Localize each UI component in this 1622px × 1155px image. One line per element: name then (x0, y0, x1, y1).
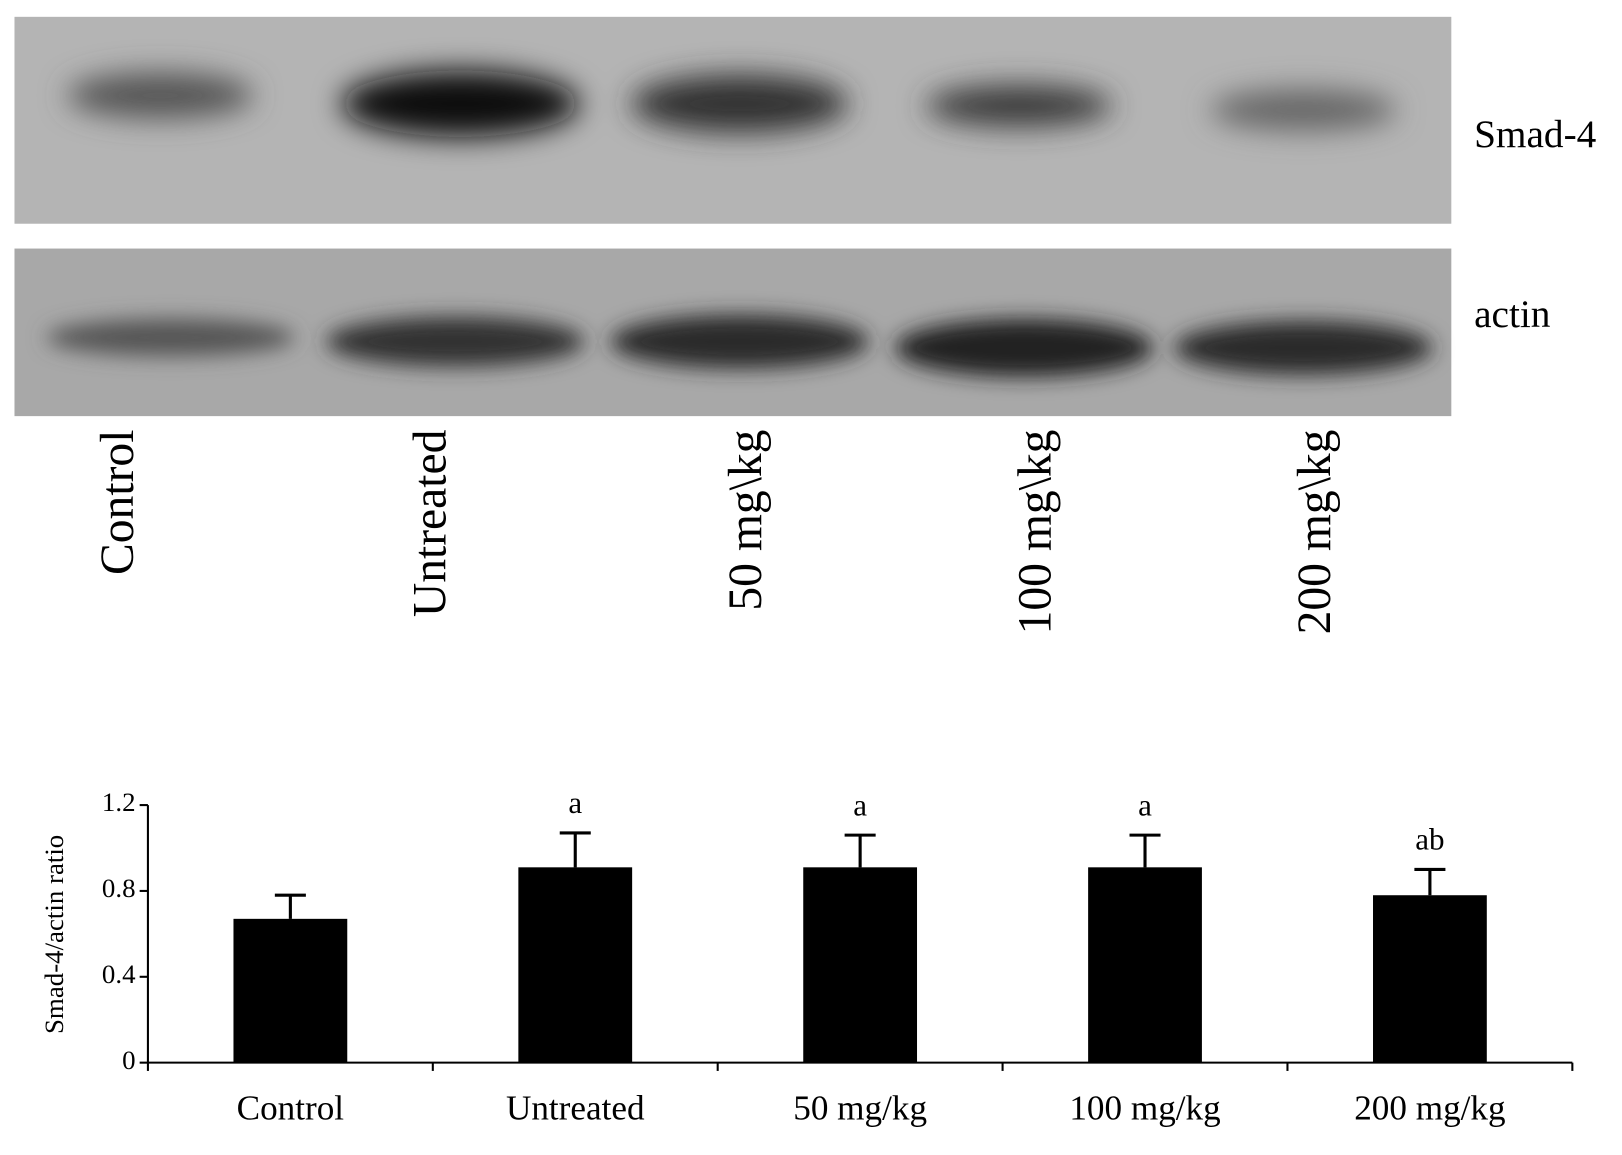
band (67, 72, 254, 119)
band (46, 318, 295, 357)
error-bar (1414, 867, 1446, 896)
y-tick-label: 0.8 (102, 873, 136, 903)
x-tick-label: 200 mg/kg (1354, 1088, 1505, 1127)
bar (233, 918, 348, 1063)
error-bar (1129, 833, 1161, 868)
y-tick-label: 0 (122, 1045, 135, 1075)
significance-label: a (853, 787, 867, 822)
y-tick-label: 1.2 (102, 787, 136, 817)
row-label: actin (1474, 292, 1551, 336)
lane-label: 100 mg\kg (1010, 430, 1062, 635)
x-tick-label: Control (237, 1088, 345, 1127)
lane-label: Untreated (404, 429, 456, 617)
bands (46, 314, 1433, 377)
band (894, 318, 1154, 377)
y-axis-label: Smad-4/actin ratio (39, 835, 69, 1034)
bar (803, 867, 918, 1063)
lane-label: 50 mg\kg (720, 430, 772, 611)
error-bar (844, 833, 876, 868)
band (325, 316, 585, 367)
blot-smad4 (14, 16, 1452, 224)
lane-label: Control (92, 430, 144, 575)
bands (67, 70, 1397, 137)
row-label: Smad-4 (1474, 112, 1597, 156)
blot-actin (14, 248, 1452, 417)
significance-label: a (1138, 787, 1152, 822)
error-bar (559, 831, 591, 868)
x-tick-label: 100 mg/kg (1069, 1088, 1220, 1127)
bar (518, 867, 633, 1063)
x-tick-label: Untreated (506, 1088, 645, 1127)
lane-label: 200 mg\kg (1289, 430, 1341, 635)
y-tick-label: 0.4 (102, 959, 136, 989)
significance-label: a (568, 785, 582, 820)
band (1210, 89, 1397, 131)
band (341, 70, 580, 137)
x-tick-label: 50 mg/kg (793, 1088, 927, 1127)
bar (1373, 895, 1487, 1063)
band (610, 314, 869, 369)
significance-label: ab (1415, 822, 1444, 857)
band (631, 74, 849, 133)
band (925, 85, 1113, 127)
error-bar (274, 893, 306, 919)
band (1174, 320, 1433, 375)
bar (1088, 867, 1202, 1063)
